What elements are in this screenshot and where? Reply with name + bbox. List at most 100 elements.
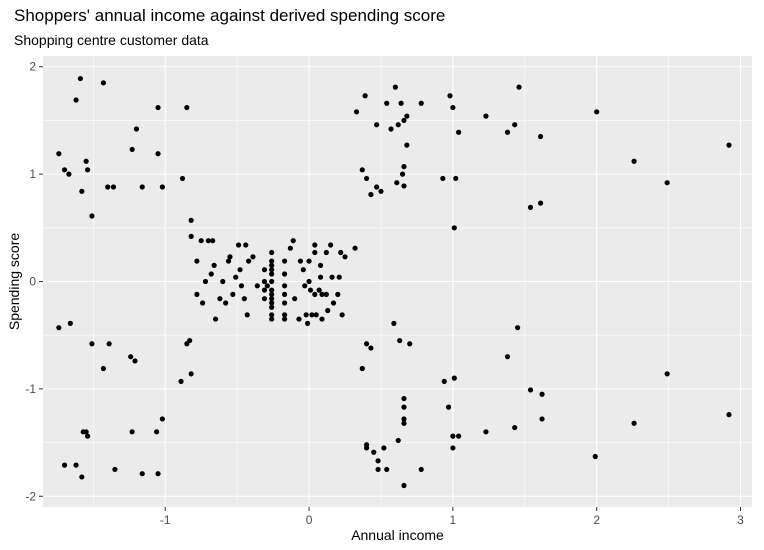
data-point	[61, 462, 68, 468]
x-tick-label: 0	[306, 513, 313, 527]
data-point	[363, 445, 370, 451]
data-point	[374, 122, 380, 128]
data-point	[79, 474, 85, 480]
data-point	[401, 164, 407, 170]
data-point	[323, 249, 329, 256]
data-point	[244, 312, 250, 318]
data-point	[516, 84, 522, 90]
data-point	[84, 167, 91, 173]
data-point	[594, 109, 600, 115]
data-point	[225, 258, 232, 264]
data-point	[302, 283, 308, 289]
data-point	[220, 278, 226, 285]
data-point	[269, 316, 275, 322]
data-point	[83, 158, 89, 164]
data-point	[381, 445, 387, 451]
data-point	[184, 104, 190, 111]
data-point	[66, 171, 72, 177]
data-point	[282, 291, 288, 297]
data-point	[233, 274, 239, 280]
data-point	[384, 466, 390, 473]
data-point	[132, 358, 138, 364]
data-point	[241, 296, 247, 302]
data-point	[269, 312, 275, 318]
data-point	[306, 258, 312, 264]
data-point	[155, 151, 161, 157]
data-point	[451, 225, 457, 231]
data-point	[312, 291, 318, 297]
data-point	[250, 254, 256, 260]
data-point	[401, 395, 407, 402]
data-point	[261, 287, 268, 293]
data-point	[128, 354, 134, 360]
data-point	[592, 453, 598, 460]
data-point	[401, 416, 407, 422]
data-point	[352, 245, 358, 251]
chart-subtitle: Shopping centre customer data	[14, 32, 209, 48]
data-point	[371, 449, 377, 455]
data-point	[368, 191, 374, 198]
data-point	[483, 113, 489, 119]
data-point	[305, 320, 311, 326]
data-point	[404, 113, 410, 119]
data-point	[159, 416, 165, 422]
data-point	[282, 300, 288, 306]
data-point	[323, 291, 329, 297]
data-point	[456, 433, 462, 439]
data-point	[353, 109, 360, 115]
data-point	[451, 375, 457, 381]
data-point	[664, 371, 670, 377]
data-point	[303, 312, 309, 318]
data-point	[445, 404, 452, 410]
data-point	[342, 254, 348, 260]
data-point	[83, 429, 89, 435]
data-point	[319, 291, 325, 297]
data-point	[89, 341, 95, 347]
data-point	[512, 424, 518, 431]
data-point	[539, 391, 545, 397]
data-point	[198, 238, 204, 244]
data-point	[159, 184, 165, 190]
data-point	[336, 274, 342, 280]
data-point	[212, 316, 219, 322]
data-point	[384, 100, 390, 106]
data-point	[527, 204, 534, 211]
data-point	[317, 262, 324, 268]
data-point	[79, 188, 85, 194]
data-point	[110, 184, 117, 190]
x-axis-title: Annual income	[351, 527, 444, 543]
data-point	[202, 278, 209, 285]
data-point	[306, 278, 312, 285]
data-point	[631, 158, 637, 164]
data-point	[300, 267, 306, 273]
data-point	[61, 167, 68, 173]
data-point	[539, 416, 545, 422]
major-grid	[43, 56, 752, 507]
data-point	[418, 466, 424, 473]
data-point	[401, 117, 407, 124]
data-point	[440, 175, 446, 182]
data-point	[188, 217, 194, 223]
data-point	[325, 307, 331, 314]
data-point	[375, 458, 381, 464]
y-tick-label: 2	[29, 60, 36, 74]
data-point	[388, 126, 394, 132]
data-point	[395, 122, 401, 128]
data-point	[398, 100, 404, 106]
data-point	[664, 180, 670, 186]
chart-title: Shoppers' annual income against derived …	[14, 6, 446, 25]
data-point	[56, 151, 62, 157]
data-point	[155, 104, 161, 111]
data-point	[264, 283, 270, 289]
data-point	[329, 274, 335, 280]
data-point	[205, 238, 211, 244]
data-point	[317, 274, 324, 280]
data-point	[269, 267, 275, 273]
data-point	[200, 300, 206, 306]
data-point	[223, 300, 229, 306]
data-point	[313, 312, 319, 318]
data-point	[235, 242, 242, 248]
y-tick-label: 1	[29, 167, 36, 181]
data-point	[450, 445, 456, 451]
